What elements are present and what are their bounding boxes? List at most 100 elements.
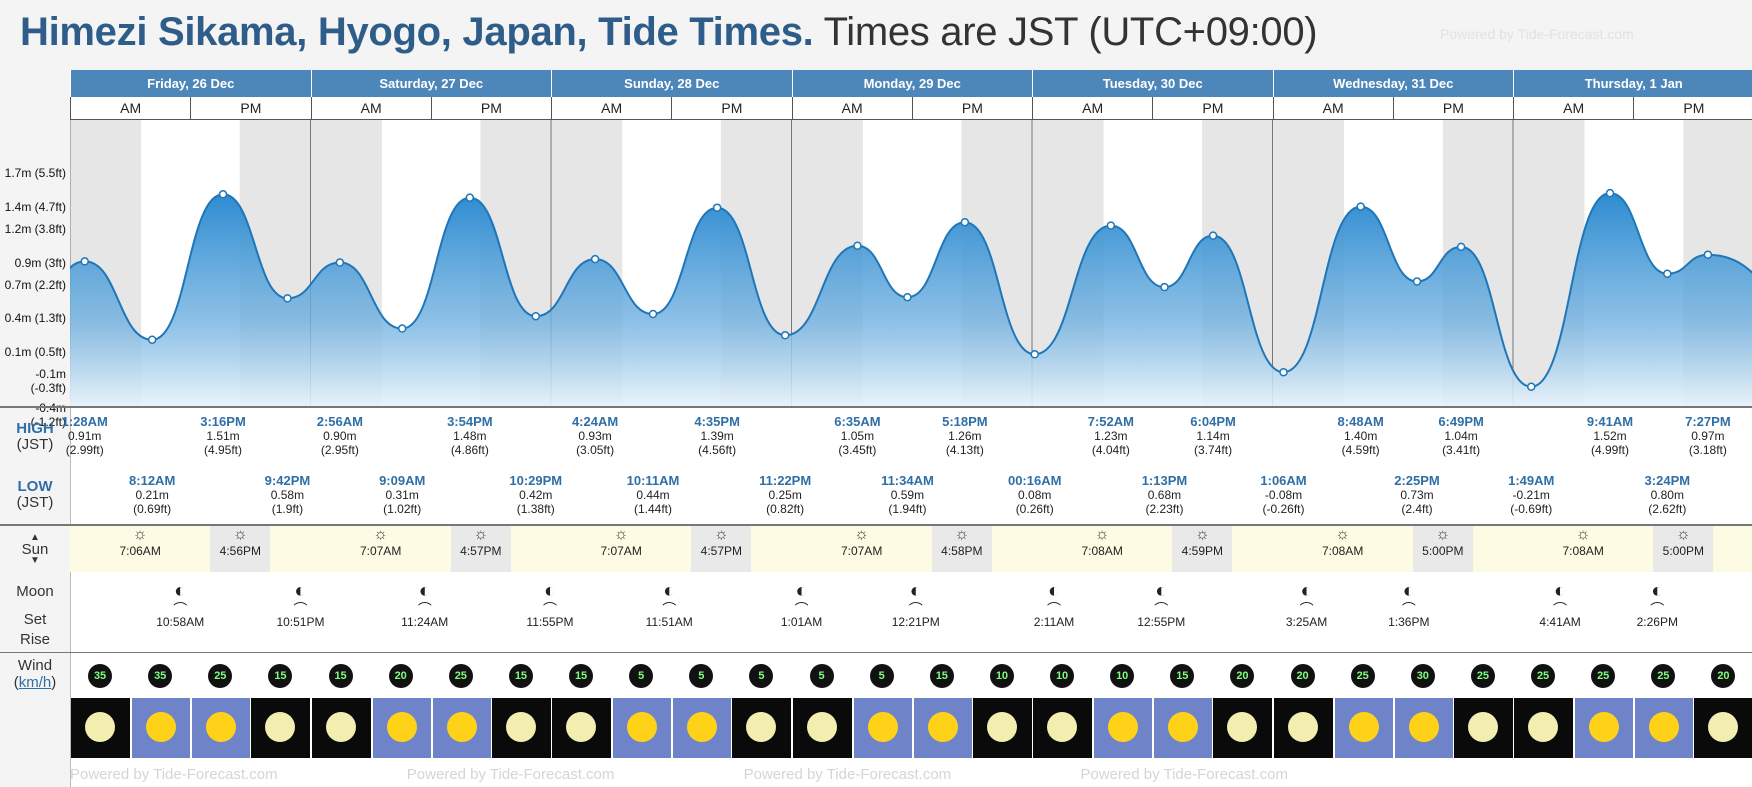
high-tide-feet: (3.45ft) — [838, 443, 877, 457]
sunrise-icon: ☼ — [1335, 526, 1350, 543]
moon-phase-icon: ◐ — [663, 580, 676, 602]
moon-time: 3:25AM — [1285, 615, 1328, 629]
moon-set-label: Set — [23, 611, 47, 628]
moon-weather-icon — [552, 698, 611, 758]
moon-time: 2:11AM — [1033, 615, 1075, 629]
moon-phase-icon: ◐ — [418, 580, 431, 602]
sunrise-time: 7:07AM — [359, 544, 402, 558]
y-tick-label: 1.7m (5.5ft) — [4, 166, 66, 180]
high-tide-time: 3:16PM — [200, 414, 246, 429]
moon-phase-icon: ◐ — [294, 580, 307, 602]
high-tide-height: 0.97m — [1691, 429, 1725, 443]
sunrise-time: 7:07AM — [600, 544, 642, 558]
pm-label: PM — [911, 97, 1032, 120]
low-tide-feet: (2.4ft) — [1401, 502, 1433, 516]
high-tide-feet: (3.18ft) — [1688, 443, 1727, 457]
tide-point — [1526, 382, 1536, 391]
moon-phase-icon: ◐ — [1155, 580, 1168, 602]
low-tide-feet: (1.94ft) — [888, 502, 927, 516]
high-tide-entry: 4:24AM 0.93m (3.05ft) — [565, 414, 625, 458]
low-tide-height: 0.59m — [890, 488, 925, 502]
moon-weather-icon — [1033, 698, 1092, 758]
weather-orb — [1047, 712, 1077, 742]
wind-speed-badge: 35 — [88, 664, 113, 688]
pm-label: PM — [430, 97, 551, 120]
low-tide-time: 1:49AM — [1508, 473, 1555, 488]
high-tide-time: 7:27PM — [1685, 414, 1731, 429]
wind-speed-badge: 5 — [749, 664, 774, 688]
high-tide-time: 5:18PM — [942, 414, 988, 429]
low-tide-entry: 8:12AM 0.21m (0.69ft) — [122, 474, 182, 517]
weather-orb — [1168, 712, 1199, 742]
high-tide-time: 8:48AM — [1337, 414, 1384, 429]
low-tide-entry: 1:13PM 0.68m (2.23ft) — [1134, 473, 1194, 517]
high-tide-time: 6:35AM — [834, 414, 881, 429]
row-label-column — [0, 70, 71, 787]
high-tide-feet: (4.99ft) — [1590, 443, 1629, 457]
moon-time: 11:55PM — [526, 615, 574, 629]
high-tide-height: 1.04m — [1444, 429, 1478, 443]
day-header: Saturday, 27 Dec — [310, 70, 551, 97]
sunset-time: 4:57PM — [460, 544, 502, 558]
moon-horizon-icon: ⌒ — [1047, 601, 1062, 617]
y-tick-label: 0.1m (0.5ft) — [4, 345, 66, 360]
high-tide-height: 1.23m — [1094, 429, 1128, 443]
moon-event: ◐ ⌒ 12:21PM — [886, 580, 946, 629]
moon-weather-icon — [491, 698, 551, 758]
high-tide-time: 4:24AM — [571, 414, 619, 429]
wind-speed-badge: 25 — [1470, 664, 1495, 688]
wind-speed-badge: 25 — [208, 664, 233, 688]
high-tz-label: (JST) — [16, 436, 54, 453]
moon-horizon-icon: ⌒ — [1401, 601, 1416, 617]
tide-point — [1356, 202, 1365, 211]
powered-by[interactable]: Powered by Tide-Forecast.com — [1440, 26, 1634, 42]
day-header: Sunday, 28 Dec — [551, 70, 792, 97]
low-tide-time: 1:13PM — [1141, 473, 1188, 488]
day-header: Wednesday, 31 Dec — [1272, 70, 1513, 97]
high-tide-entry: 7:52AM 1.23m (4.04ft) — [1081, 415, 1141, 458]
weather-orb — [806, 712, 837, 742]
moon-weather-icon — [311, 698, 371, 758]
weather-orb — [986, 712, 1017, 742]
low-tide-time: 1:06AM — [1260, 473, 1307, 488]
wind-divider — [0, 652, 1752, 653]
low-tide-height: 0.08m — [1018, 488, 1052, 502]
weather-orb — [1708, 712, 1739, 742]
low-tide-time: 9:09AM — [379, 473, 426, 488]
low-tide-feet: (2.23ft) — [1145, 502, 1184, 516]
wind-speed-badge: 10 — [1050, 664, 1075, 688]
wind-unit-link[interactable]: km/h — [18, 674, 52, 691]
sunset-cell: ☼ 4:56PM — [210, 526, 271, 572]
sunset-icon: ☼ — [714, 526, 729, 543]
high-tide-height: 1.52m — [1593, 429, 1627, 443]
moon-event: ◐ ⌒ 4:41AM — [1530, 580, 1590, 629]
high-tide-feet: (3.41ft) — [1442, 443, 1481, 457]
y-tick-label: -0.1m (-0.3ft) — [30, 367, 66, 396]
pm-label: PM — [1392, 97, 1513, 120]
am-label: AM — [70, 97, 191, 120]
high-tide-time: 6:49PM — [1438, 414, 1484, 429]
low-tide-height: 0.58m — [270, 488, 305, 502]
sun-weather-icon — [1634, 698, 1694, 758]
weather-orb — [1649, 712, 1680, 742]
tide-point — [1412, 277, 1422, 286]
sunrise-cell: ☼ 7:07AM — [832, 526, 892, 572]
moon-event: ◐ ⌒ 2:11AM — [1024, 580, 1084, 629]
tide-point — [853, 241, 862, 250]
sunset-time: 5:00PM — [1422, 544, 1464, 558]
wind-speed-badge: 25 — [1350, 664, 1375, 688]
high-tide-height: 1.48m — [453, 429, 487, 443]
sun-weather-icon — [191, 698, 251, 758]
low-tide-height: 0.44m — [636, 488, 670, 502]
wind-speed-badge: 5 — [869, 664, 894, 688]
low-tide-height: 0.42m — [519, 488, 553, 502]
moon-weather-icon — [1213, 698, 1273, 758]
sunset-cell: ☼ 4:59PM — [1172, 526, 1233, 572]
low-label: LOW — [17, 478, 53, 495]
moon-horizon-icon: ⌒ — [1299, 601, 1314, 617]
high-tide-height: 1.40m — [1343, 429, 1378, 443]
footer-watermark: Powered by Tide-Forecast.com Powered by … — [70, 763, 1752, 787]
page-header: Himezi Sikama, Hyogo, Japan, Tide Times.… — [0, 0, 1752, 70]
sun-weather-icon — [1574, 698, 1634, 758]
wind-label: Wind — [17, 657, 53, 674]
